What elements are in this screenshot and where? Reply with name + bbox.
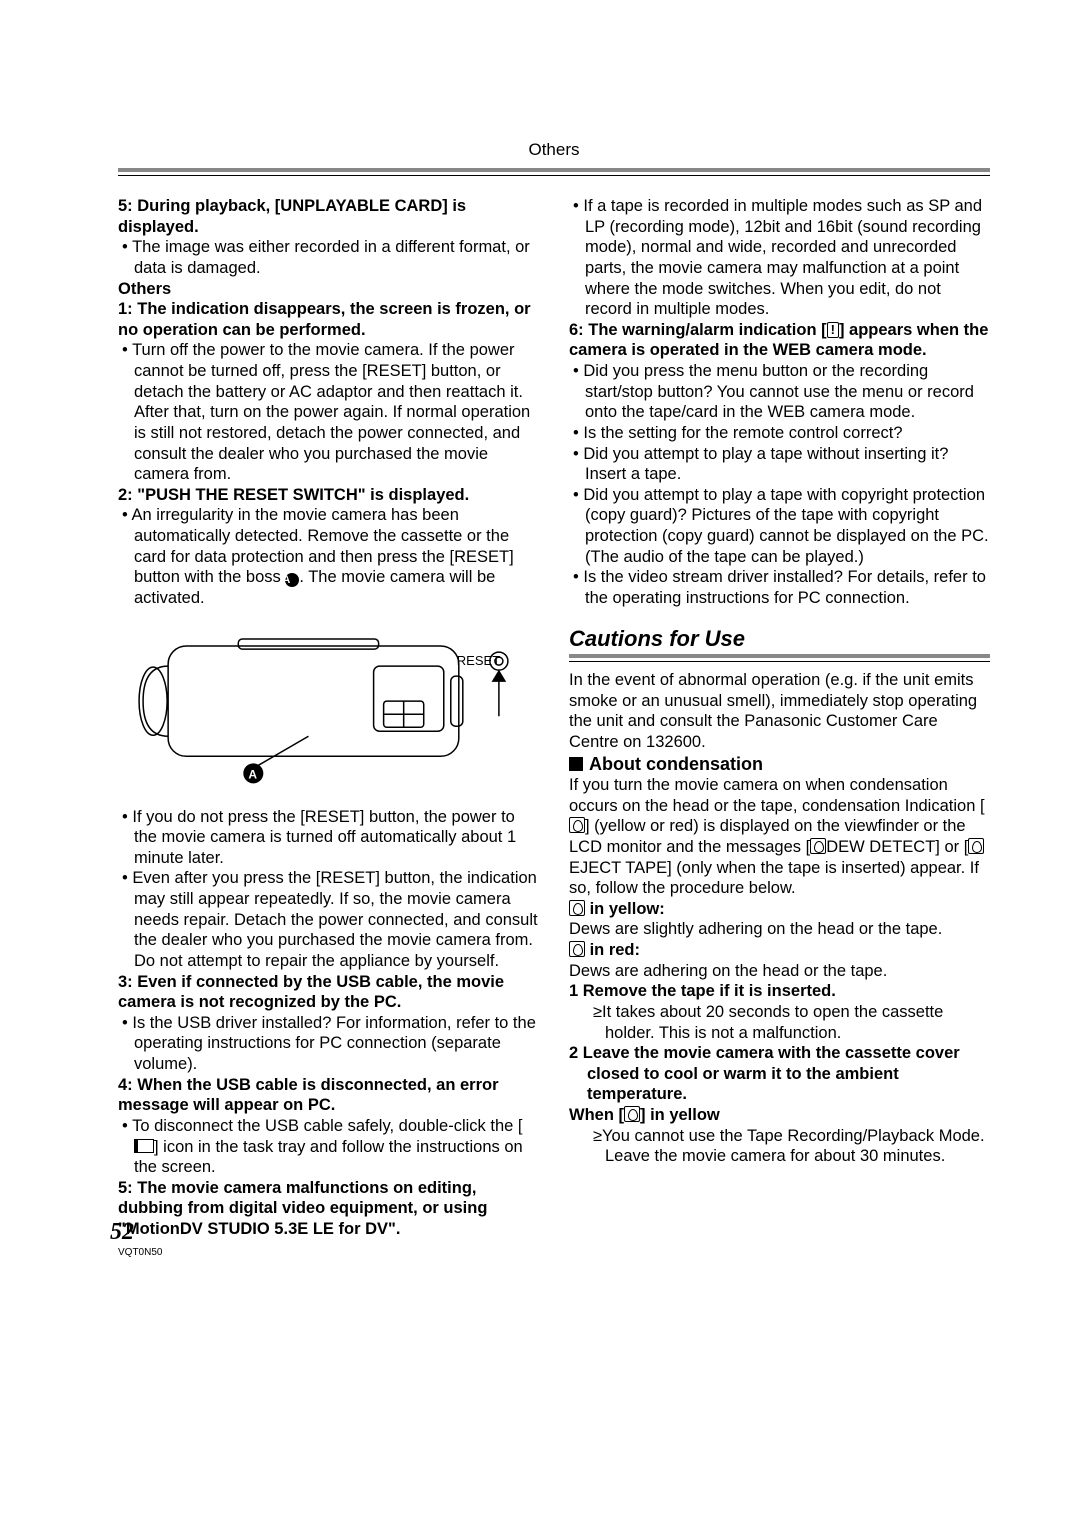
others5-bullet1: • If a tape is recorded in multiple mode… [569, 196, 990, 320]
dew-icon [569, 900, 585, 916]
others4-b1-post: ] icon in the task tray and follow the i… [134, 1138, 523, 1177]
about-condensation-heading: About condensation [569, 753, 990, 776]
figure-reset-label: RESET [457, 653, 500, 668]
others3-bullet1: • Is the USB driver installed? For infor… [118, 1013, 539, 1075]
cautions-intro: In the event of abnormal operation (e.g.… [569, 670, 990, 753]
black-square-icon [569, 757, 583, 771]
in-red-desc: Dews are adhering on the head or the tap… [569, 961, 990, 982]
cond-p1-c: DEW DETECT] or [ [826, 838, 968, 856]
dew-icon [968, 838, 984, 854]
figure-boss-label: A [248, 767, 257, 781]
boss-a-icon: A [285, 573, 299, 587]
right-column: • If a tape is recorded in multiple mode… [569, 196, 990, 1240]
left-column: 5: During playback, [UNPLAYABLE CARD] is… [118, 196, 539, 1240]
step1-bullet: ≥It takes about 20 seconds to open the c… [569, 1002, 990, 1043]
others1-title: 1: The indication disappears, the screen… [118, 299, 539, 340]
cautions-heading: Cautions for Use [569, 625, 990, 653]
dew-icon [569, 817, 585, 833]
when-yellow-bullet: ≥You cannot use the Tape Recording/Playb… [569, 1126, 990, 1167]
safely-remove-icon [134, 1139, 154, 1153]
in-red-label: in red: [569, 940, 990, 961]
in-yellow-text: in yellow: [585, 900, 665, 918]
when-yellow-pre: When [ [569, 1106, 624, 1124]
faq5-title: 5: During playback, [UNPLAYABLE CARD] is… [118, 196, 539, 237]
camera-reset-figure: A RESET [118, 621, 539, 791]
others6-bullet4: • Did you attempt to play a tape with co… [569, 485, 990, 568]
condensation-paragraph: If you turn the movie camera on when con… [569, 775, 990, 899]
in-red-text: in red: [585, 941, 640, 959]
others1-bullet1: • Turn off the power to the movie camera… [118, 340, 539, 484]
others6-bullet1: • Did you press the menu button or the r… [569, 361, 990, 423]
header-section-label: Others [118, 140, 990, 160]
step2-title: 2 Leave the movie camera with the casset… [569, 1043, 990, 1105]
dew-icon [624, 1106, 640, 1122]
page-container: Others 5: During playback, [UNPLAYABLE C… [0, 0, 1080, 1300]
dew-icon [569, 941, 585, 957]
warning-icon: ! [827, 322, 839, 338]
others4-title: 4: When the USB cable is disconnected, a… [118, 1075, 539, 1116]
others2-title: 2: "PUSH THE RESET SWITCH" is displayed. [118, 485, 539, 506]
header-rule [118, 168, 990, 176]
cond-p1-d: EJECT TAPE] (only when the tape is inser… [569, 859, 979, 898]
page-number: 52 [110, 1219, 134, 1246]
cautions-rule [569, 654, 990, 662]
cond-p1-a: If you turn the movie camera on when con… [569, 776, 985, 815]
in-yellow-desc: Dews are slightly adhering on the head o… [569, 919, 990, 940]
others6-title-pre: 6: The warning/alarm indication [ [569, 321, 827, 339]
when-yellow-heading: When [ ] in yellow [569, 1105, 990, 1126]
others2-bullet3: • Even after you press the [RESET] butto… [118, 868, 539, 971]
others6-bullet5: • Is the video stream driver installed? … [569, 567, 990, 608]
others6-title: 6: The warning/alarm indication [!] appe… [569, 320, 990, 361]
others-heading: Others [118, 279, 539, 300]
about-condensation-text: About condensation [589, 754, 763, 774]
doc-code: VQT0N50 [118, 1247, 162, 1258]
faq5-bullet1: • The image was either recorded in a dif… [118, 237, 539, 278]
dew-icon [810, 838, 826, 854]
others6-bullet3: • Did you attempt to play a tape without… [569, 444, 990, 485]
others3-title: 3: Even if connected by the USB cable, t… [118, 972, 539, 1013]
step1-title: 1 Remove the tape if it is inserted. [569, 981, 990, 1002]
content-columns: 5: During playback, [UNPLAYABLE CARD] is… [118, 196, 990, 1240]
others5-title: 5: The movie camera malfunctions on edit… [118, 1178, 539, 1240]
others6-bullet2: • Is the setting for the remote control … [569, 423, 990, 444]
others2-bullet1: • An irregularity in the movie camera ha… [118, 505, 539, 608]
others4-bullet1: • To disconnect the USB cable safely, do… [118, 1116, 539, 1178]
in-yellow-label: in yellow: [569, 899, 990, 920]
when-yellow-post: ] in yellow [640, 1106, 720, 1124]
others2-bullet2: • If you do not press the [RESET] button… [118, 807, 539, 869]
others4-b1-pre: • To disconnect the USB cable safely, do… [122, 1117, 522, 1135]
